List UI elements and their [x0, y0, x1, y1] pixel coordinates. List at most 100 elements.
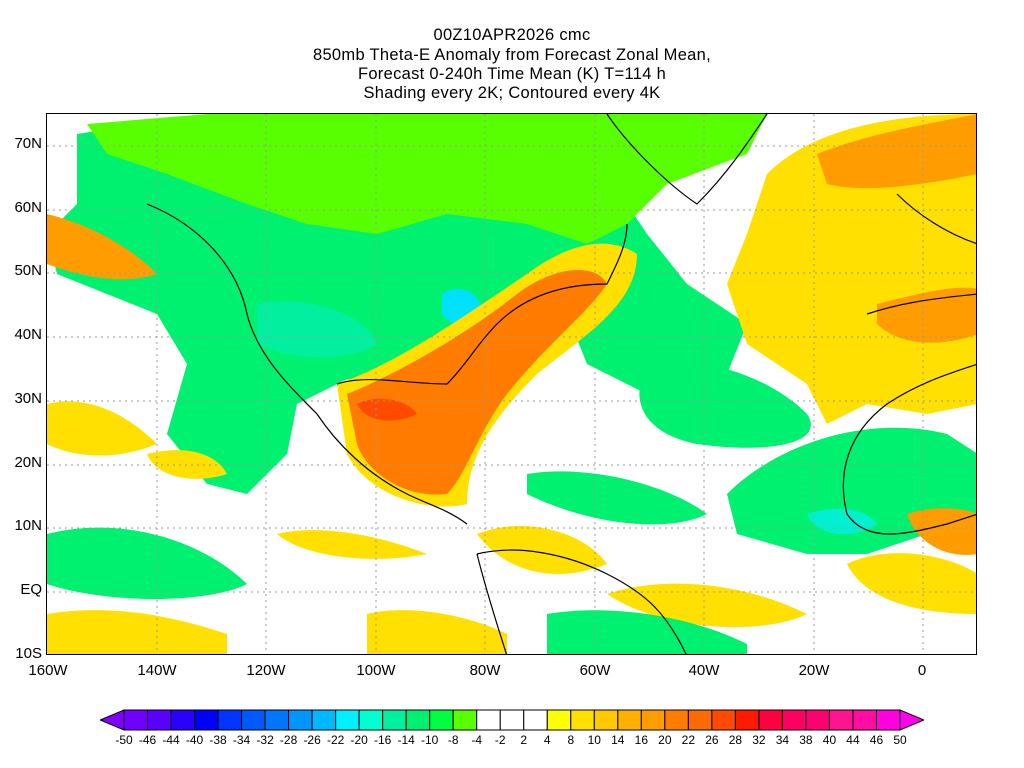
colorbar-label: -4: [471, 733, 483, 747]
coastline-africa-europe: [842, 193, 976, 535]
colorbar-label: 10: [587, 733, 601, 747]
colorbar-swatch: [546, 709, 572, 731]
shading-africa-cyan: [807, 508, 877, 535]
colorbar-label: 44: [846, 733, 860, 747]
colorbar-label: 34: [775, 733, 790, 747]
colorbar-swatch: [593, 709, 619, 731]
lat-label: EQ: [20, 581, 42, 598]
shading-tropics-yellow: [47, 401, 976, 654]
colorbar-swatch: [123, 709, 149, 731]
colorbar-low-arrow: [100, 709, 125, 731]
colorbar-label: 2: [520, 733, 528, 747]
colorbar-label: -38: [209, 733, 227, 747]
colorbar-swatch: [805, 709, 830, 731]
colorbar-label: -28: [279, 733, 298, 747]
colorbar-swatch: [358, 709, 384, 731]
colorbar-swatch: [711, 709, 736, 731]
colorbar-label: 20: [658, 733, 672, 747]
colorbar-label: 40: [822, 733, 837, 747]
colorbar-label: -50: [115, 733, 133, 747]
shading-tropical-green: [47, 471, 747, 654]
lat-label: 70N: [14, 135, 42, 152]
colorbar-swatch: [264, 709, 290, 731]
colorbar-high-arrow: [899, 709, 924, 731]
shading-europe-warm: [727, 114, 976, 424]
lat-label: 10N: [14, 517, 42, 534]
lat-label: 30N: [14, 390, 42, 407]
lon-label: 20W: [798, 662, 830, 679]
colorbar-label: 14: [611, 733, 625, 747]
colorbar-swatch: [217, 709, 243, 731]
theta-e-anomaly-map: [46, 113, 977, 655]
lat-label: 50N: [14, 262, 42, 279]
colorbar-label: -26: [303, 733, 321, 747]
lon-label: 0: [917, 662, 927, 679]
colorbar-label: 32: [752, 733, 766, 747]
title-line-3: Forecast 0-240h Time Mean (K) T=114 h: [357, 65, 667, 83]
colorbar-swatch: [617, 709, 642, 731]
colorbar-label: 50: [893, 733, 907, 747]
shading-europe-orange: [817, 114, 976, 343]
lat-label: 60N: [14, 199, 42, 216]
colorbar-swatch: [734, 709, 760, 731]
colorbar-label: -40: [185, 733, 204, 747]
shading-pacific-orange: [47, 214, 157, 280]
lat-label: 10S: [15, 645, 42, 662]
colorbar-label: 26: [705, 733, 719, 747]
colorbar-label: -22: [326, 733, 345, 747]
colorbar-swatch: [852, 709, 877, 731]
colorbar-swatch: [170, 709, 196, 731]
shading-gulf-band-orange: [347, 270, 607, 495]
colorbar-label: -2: [494, 733, 506, 747]
coastline-south-america: [476, 549, 687, 654]
colorbar-swatch: [828, 709, 854, 731]
colorbar-label: 22: [681, 733, 696, 747]
colorbar-label: -44: [162, 733, 180, 747]
colorbar-swatch: [476, 709, 501, 731]
colorbar-label: -8: [447, 733, 459, 747]
colorbar-label: -32: [256, 733, 274, 747]
colorbar-swatch: [452, 709, 478, 731]
colorbar-swatch: [523, 709, 548, 731]
shading-africa-west-orange: [907, 508, 976, 555]
colorbar-label: -34: [232, 733, 251, 747]
colorbar-label: -46: [138, 733, 157, 747]
graticule: [47, 114, 976, 654]
lon-label: 80W: [469, 662, 501, 679]
colorbar-swatch: [758, 709, 783, 731]
colorbar-label: 38: [799, 733, 813, 747]
lat-label: 40N: [14, 326, 42, 343]
colorbar-label: -14: [397, 733, 415, 747]
colorbar-swatch: [570, 709, 595, 731]
colorbar-swatch: [405, 709, 431, 731]
colorbar-swatch: [429, 709, 454, 731]
colorbar-swatch: [499, 709, 525, 731]
lon-label: 120W: [246, 662, 286, 679]
colorbar-swatch: [781, 709, 807, 731]
colorbar-swatch: [147, 709, 172, 731]
colorbar-label: -10: [421, 733, 439, 747]
shading-west-us-teal: [257, 301, 377, 358]
shading-atlantic-green: [639, 361, 811, 448]
coastline-greenland: [606, 114, 768, 205]
lon-label: 100W: [356, 662, 396, 679]
title-line-1: 00Z10APR2026 cmc: [433, 26, 591, 44]
colorbar-swatch: [241, 709, 266, 731]
shading-mexico-red: [357, 398, 417, 421]
colorbar-swatch: [640, 709, 666, 731]
colorbar-label: 4: [543, 733, 551, 747]
colorbar-label: 28: [728, 733, 743, 747]
colorbar-swatch: [311, 709, 337, 731]
colorbar-swatch: [288, 709, 313, 731]
colorbar-label: 46: [869, 733, 884, 747]
colorbar-swatch: [687, 709, 713, 731]
lon-label: 40W: [688, 662, 720, 679]
colorbar-swatch: [875, 709, 901, 731]
colorbar-swatch: [382, 709, 407, 731]
lon-label: 160W: [28, 662, 68, 679]
colorbar-swatch: [335, 709, 360, 731]
colorbar: [100, 709, 924, 731]
lat-label: 20N: [14, 454, 42, 471]
coastline-north-america: [146, 203, 628, 525]
lon-label: 60W: [579, 662, 611, 679]
